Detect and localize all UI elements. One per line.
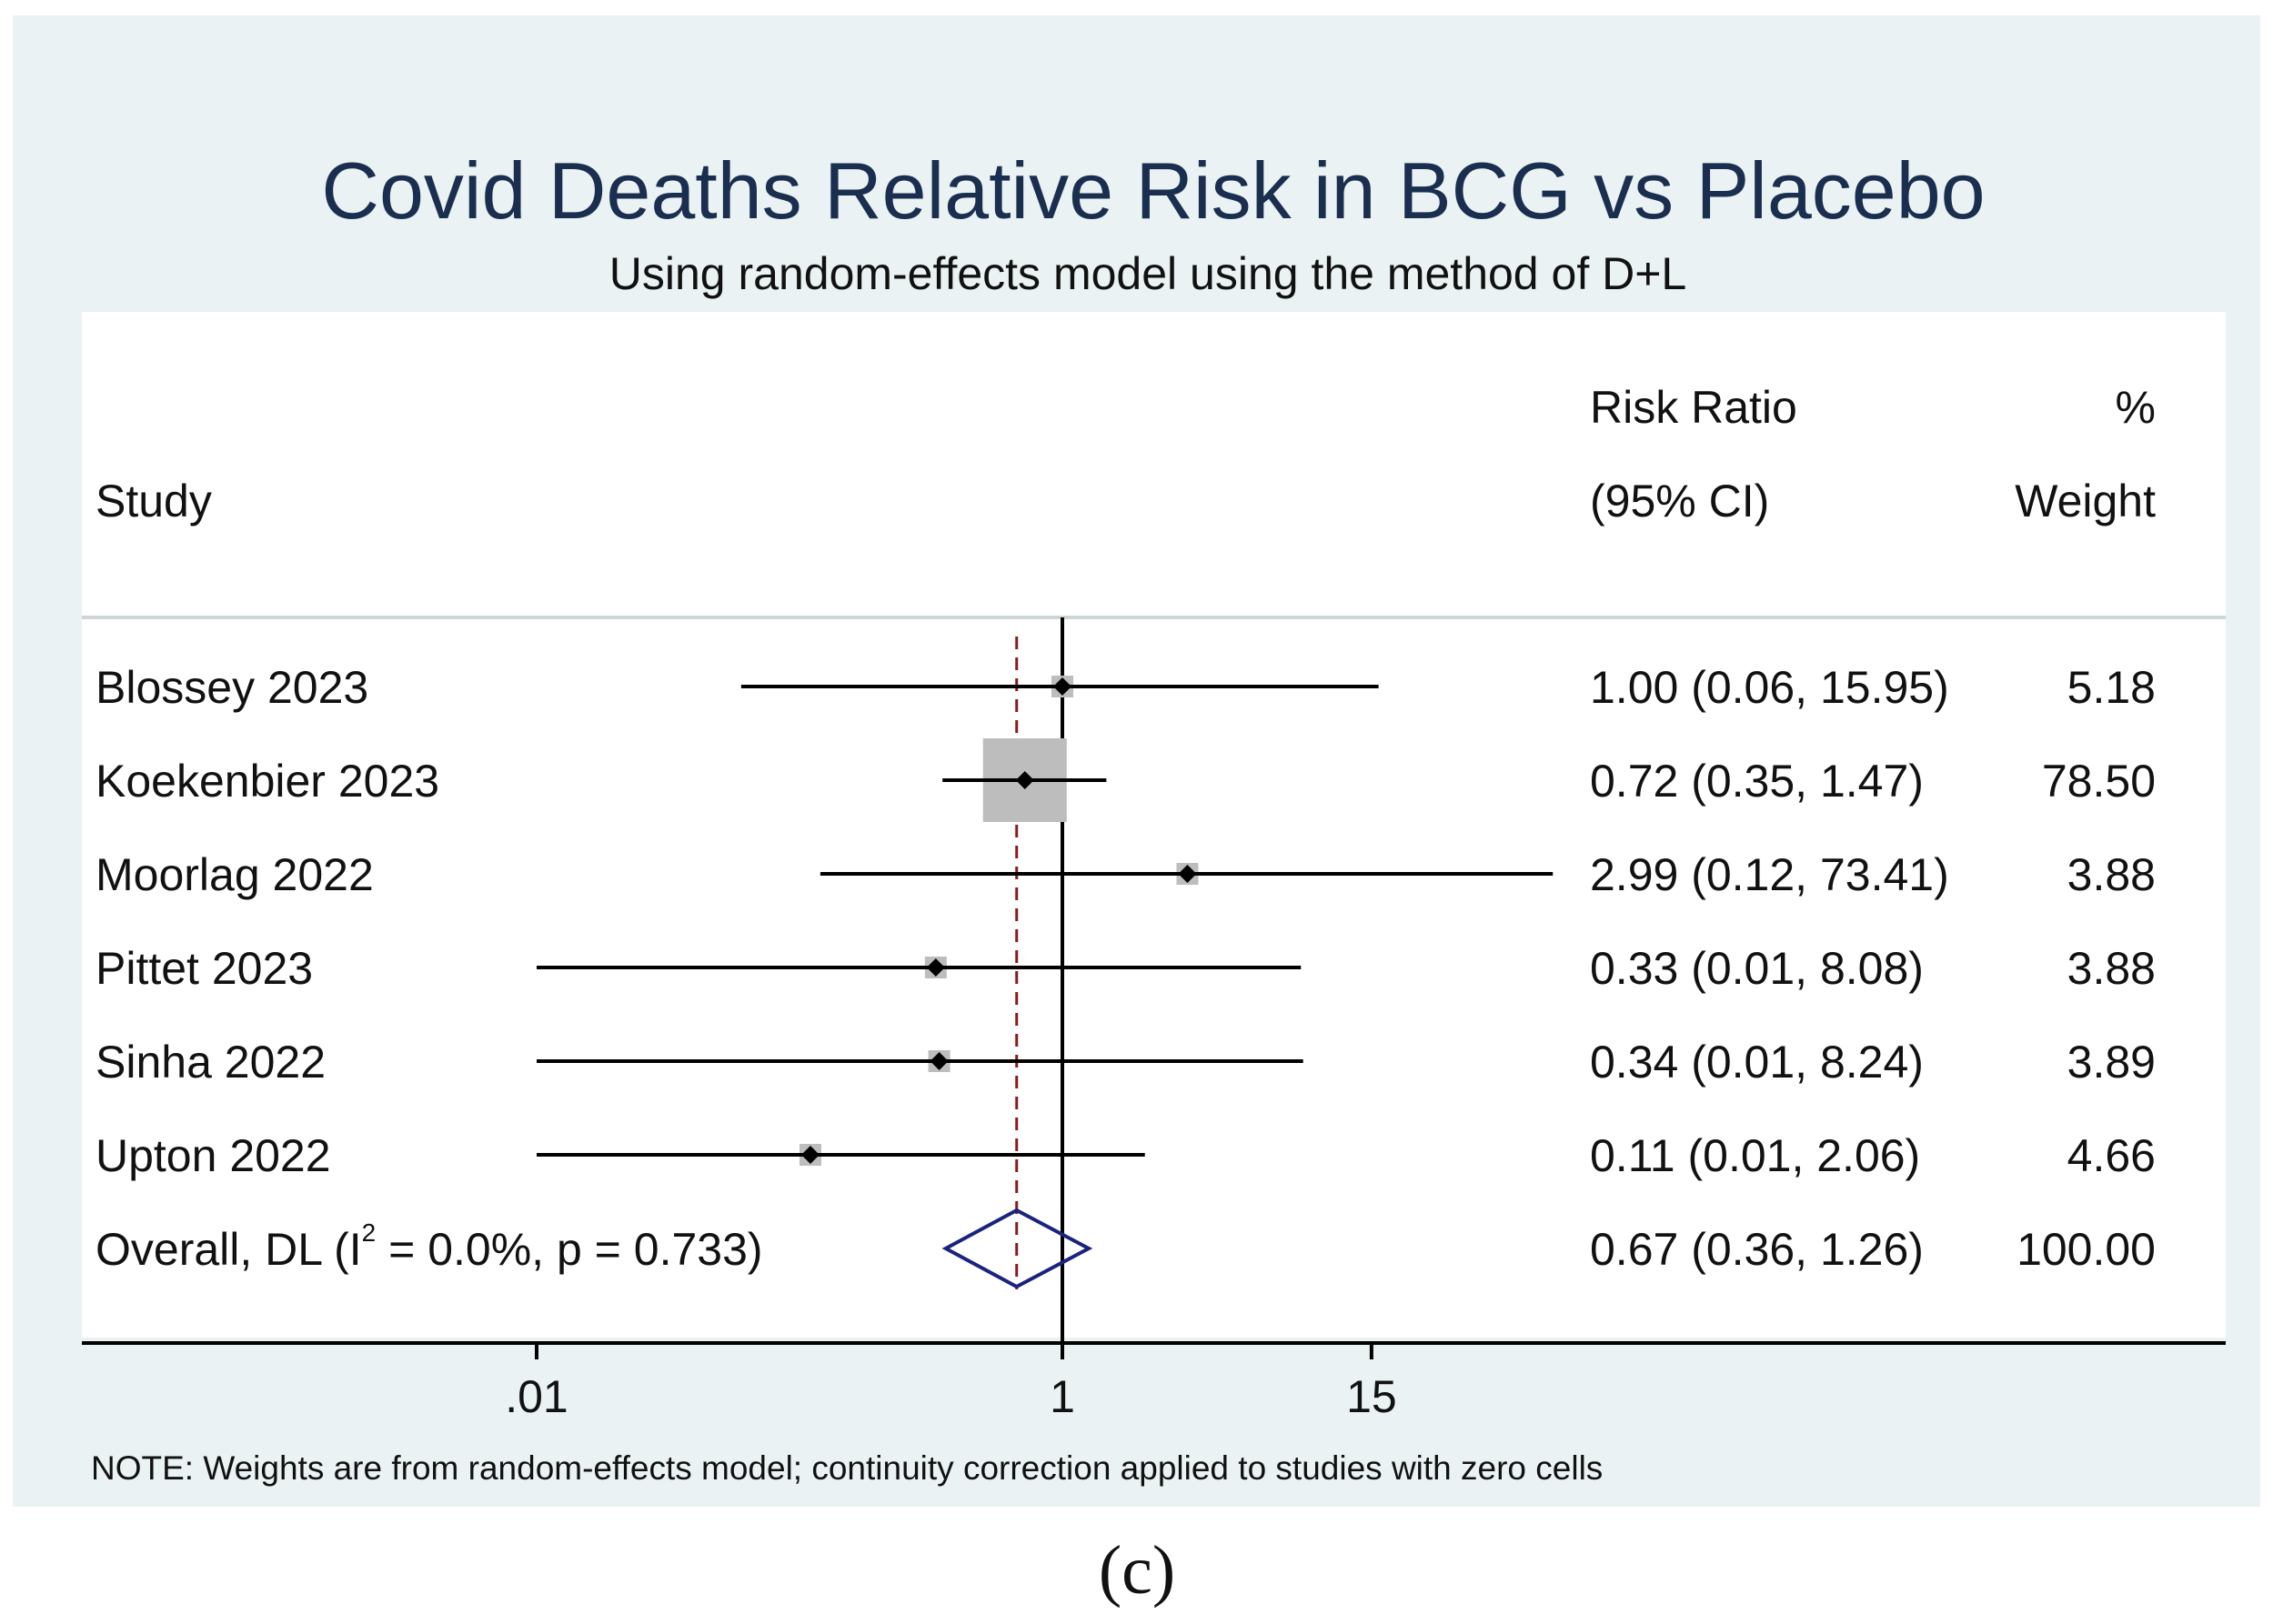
study-rr-ci: 0.72 (0.35, 1.47) (1590, 756, 1924, 807)
study-name: Pittet 2023 (96, 943, 313, 994)
study-weight: 3.88 (2067, 943, 2156, 994)
x-tick-label: .01 (505, 1371, 568, 1422)
panel-label: (c) (1099, 1532, 1175, 1609)
overall-label: Overall, DL (I2 = 0.0%, p = 0.733) (96, 1218, 763, 1275)
study-name: Koekenbier 2023 (96, 756, 439, 807)
overall-label-suffix: = 0.0%, p = 0.733) (376, 1224, 762, 1275)
study-name: Upton 2022 (96, 1130, 331, 1181)
x-axis-ticks: .01 1 15 (505, 1343, 1397, 1422)
overall-diamond (941, 1208, 1093, 1289)
plot-layer: Blossey 2023 1.00 (0.06, 15.95) 5.18 Koeken… (96, 617, 2156, 1343)
study-point-estimate (930, 1052, 949, 1070)
study-name: Blossey 2023 (96, 662, 368, 713)
overall-weight: 100.00 (2017, 1224, 2156, 1275)
study-point-estimate (1178, 865, 1197, 883)
header-risk-ratio: Risk Ratio (1590, 382, 1797, 433)
study-weight: 4.66 (2067, 1130, 2156, 1181)
study-rr-ci: 2.99 (0.12, 73.41) (1590, 849, 1949, 900)
x-tick-label: 15 (1346, 1371, 1397, 1422)
plot-area-background (82, 312, 2226, 1338)
header-weight: Weight (2015, 476, 2156, 526)
overall-rr-ci: 0.67 (0.36, 1.26) (1590, 1224, 1924, 1275)
study-point-estimate (926, 958, 945, 977)
study-weight: 5.18 (2067, 662, 2156, 713)
header-percent: % (2116, 382, 2156, 433)
overall-label-superscript: 2 (362, 1218, 377, 1247)
study-weight: 3.88 (2067, 849, 2156, 900)
x-tick-label: 1 (1050, 1371, 1075, 1422)
header-study: Study (96, 476, 212, 526)
study-weight: 3.89 (2067, 1037, 2156, 1088)
chart-subtitle: Using random-effects model using the met… (609, 248, 1686, 299)
study-rr-ci: 1.00 (0.06, 15.95) (1590, 662, 1949, 713)
header-ci: (95% CI) (1590, 476, 1769, 526)
study-point-estimate (800, 1146, 820, 1164)
study-rr-ci: 0.34 (0.01, 8.24) (1590, 1037, 1924, 1088)
chart-title: Covid Deaths Relative Risk in BCG vs Pla… (321, 145, 1985, 236)
study-point-estimate (1015, 771, 1034, 789)
study-name: Moorlag 2022 (96, 849, 374, 900)
study-name: Sinha 2022 (96, 1037, 326, 1088)
study-point-estimate (1053, 677, 1071, 696)
study-rr-ci: 0.11 (0.01, 2.06) (1590, 1130, 1920, 1181)
study-rr-ci: 0.33 (0.01, 8.08) (1590, 943, 1924, 994)
chart-note: NOTE: Weights are from random-effects mo… (91, 1449, 1603, 1487)
study-weight: 78.50 (2042, 756, 2156, 807)
overall-label-prefix: Overall, DL (I (96, 1224, 362, 1275)
